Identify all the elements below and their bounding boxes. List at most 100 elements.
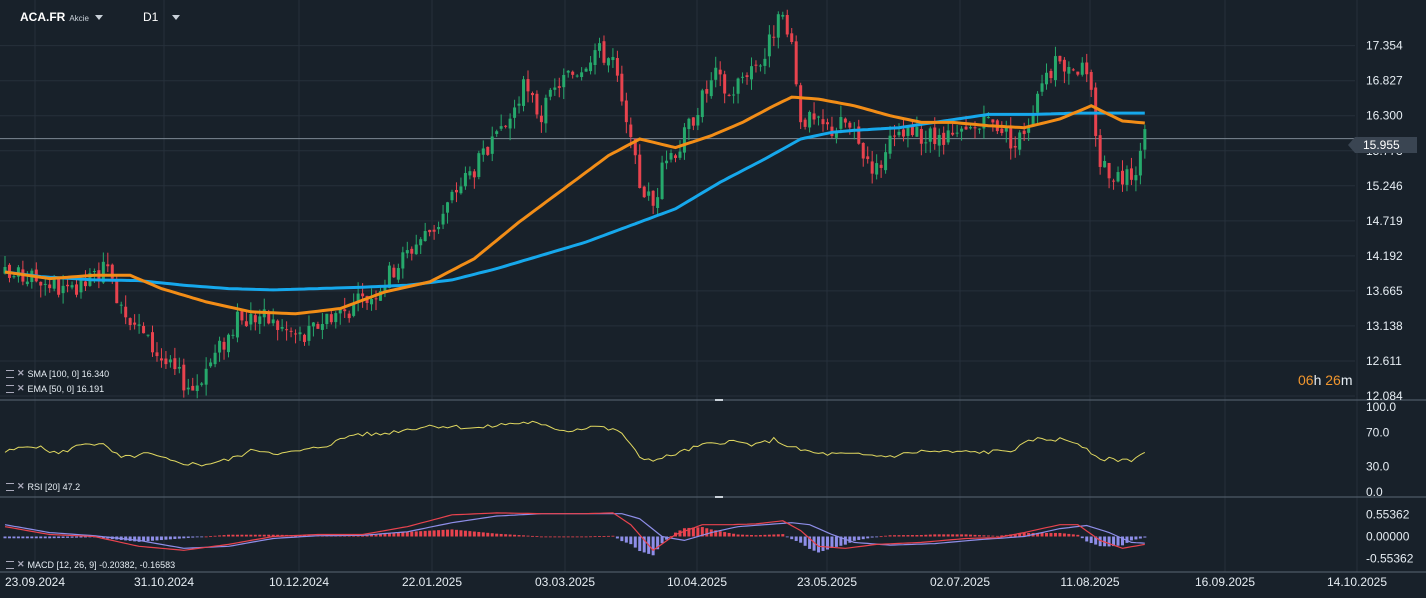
- panel-resize-handle: [715, 496, 723, 498]
- rsi-tick-label: 30.0: [1366, 460, 1390, 474]
- candle-body: [1031, 114, 1035, 125]
- macd-histogram-bar: [383, 533, 387, 537]
- list-icon[interactable]: [6, 482, 14, 491]
- candle-body: [168, 359, 172, 363]
- macd-histogram-bar: [240, 534, 244, 537]
- macd-histogram-bar: [665, 536, 669, 540]
- candle-body: [1076, 71, 1080, 75]
- candle-body: [1138, 150, 1142, 176]
- candle-body: [182, 364, 186, 391]
- candle-body: [1018, 132, 1022, 150]
- macd-histogram-bar: [852, 536, 856, 541]
- candle-body: [794, 41, 798, 85]
- candle-body: [1085, 62, 1089, 75]
- current-price-tag: 15.955: [1348, 137, 1417, 153]
- candle-body: [106, 264, 110, 267]
- candle-body: [714, 67, 718, 80]
- candle-body: [530, 93, 534, 96]
- candle-body: [79, 278, 83, 293]
- macd-histogram-bar: [21, 536, 25, 539]
- close-icon[interactable]: ✕: [17, 481, 25, 491]
- macd-histogram-bar: [1143, 536, 1147, 538]
- macd-histogram-bar: [727, 532, 731, 537]
- legend-rsi[interactable]: ✕ RSI [20] 47.2: [6, 481, 80, 492]
- candle-body: [414, 244, 418, 255]
- candle-body: [16, 267, 20, 277]
- candle-body: [606, 58, 610, 66]
- candle-body: [1067, 67, 1071, 74]
- macd-histogram-bar: [231, 534, 235, 537]
- candle-body: [383, 285, 387, 292]
- macd-histogram-bar: [1022, 532, 1026, 537]
- symbol-selector[interactable]: ACA.FR Akcie: [20, 10, 103, 24]
- macd-histogram-bar: [687, 527, 691, 537]
- candle-body: [539, 115, 543, 123]
- candle-body: [1116, 172, 1120, 182]
- candle-body: [499, 126, 503, 129]
- candle-body: [3, 266, 7, 274]
- candle-body: [240, 309, 244, 321]
- candle-body: [901, 129, 905, 137]
- macd-histogram-bar: [544, 536, 548, 538]
- macd-histogram-bar: [557, 536, 561, 538]
- candle-body: [280, 326, 284, 329]
- macd-histogram-bar: [562, 536, 566, 538]
- candle-body: [960, 128, 964, 132]
- candle-body: [25, 281, 29, 285]
- macd-histogram-bar: [705, 528, 709, 537]
- candle-body: [249, 314, 253, 325]
- macd-histogram-bar: [48, 536, 52, 539]
- legend-sma-label: SMA [100, 0] 16.340: [27, 368, 110, 379]
- macd-histogram-bar: [1129, 536, 1133, 541]
- macd-histogram-bar: [875, 536, 879, 538]
- macd-histogram-bar: [651, 536, 655, 556]
- macd-histogram-bar: [361, 535, 365, 537]
- macd-histogram-bar: [486, 532, 490, 537]
- macd-histogram-bar: [624, 536, 628, 543]
- candle-body: [428, 229, 432, 233]
- legend-macd[interactable]: ✕ MACD [12, 26, 9] -0.20382, -0.16583: [6, 559, 175, 570]
- candle-body: [647, 191, 651, 196]
- legend-sma[interactable]: ✕ SMA [100, 0] 16.340: [6, 368, 109, 379]
- timeframe-selector[interactable]: D1: [143, 10, 181, 24]
- candle-body: [441, 213, 445, 225]
- macd-histogram-bar: [593, 536, 597, 538]
- close-icon[interactable]: ✕: [17, 559, 25, 569]
- macd-histogram-bar: [75, 536, 79, 538]
- list-icon[interactable]: [6, 560, 14, 569]
- macd-histogram-bar: [173, 536, 177, 539]
- macd-histogram-bar: [401, 532, 405, 537]
- macd-histogram-bar: [508, 534, 512, 537]
- macd-histogram-bar: [620, 536, 624, 542]
- legend-ema[interactable]: ✕ EMA [50, 0] 16.191: [6, 383, 104, 394]
- candle-body: [57, 278, 61, 295]
- macd-histogram-bar: [481, 532, 485, 537]
- price-tick-label: 12.611: [1366, 354, 1402, 368]
- list-icon[interactable]: [6, 369, 14, 378]
- close-icon[interactable]: ✕: [17, 383, 25, 393]
- macd-histogram-bar: [191, 536, 195, 538]
- candle-body: [790, 33, 794, 43]
- candle-body: [682, 127, 686, 153]
- date-tick-label: 02.07.2025: [930, 575, 990, 589]
- macd-histogram-bar: [517, 535, 521, 537]
- macd-histogram-bar: [218, 535, 222, 537]
- candle-body: [258, 316, 262, 324]
- date-tick-label: 03.03.2025: [535, 575, 595, 589]
- macd-histogram-bar: [378, 534, 382, 537]
- candle-body: [884, 152, 888, 171]
- close-icon[interactable]: ✕: [17, 368, 25, 378]
- candle-body: [669, 153, 673, 160]
- candle-body: [1089, 72, 1093, 90]
- candle-body: [70, 285, 74, 288]
- list-icon[interactable]: [6, 384, 14, 393]
- candle-body: [803, 119, 807, 127]
- candle-body: [231, 334, 235, 336]
- date-tick-label: 14.10.2025: [1327, 575, 1387, 589]
- macd-histogram-bar: [714, 530, 718, 537]
- macd-histogram-bar: [741, 534, 745, 537]
- macd-layer: [3, 512, 1147, 556]
- macd-histogram-bar: [66, 536, 70, 538]
- candle-body: [776, 14, 780, 38]
